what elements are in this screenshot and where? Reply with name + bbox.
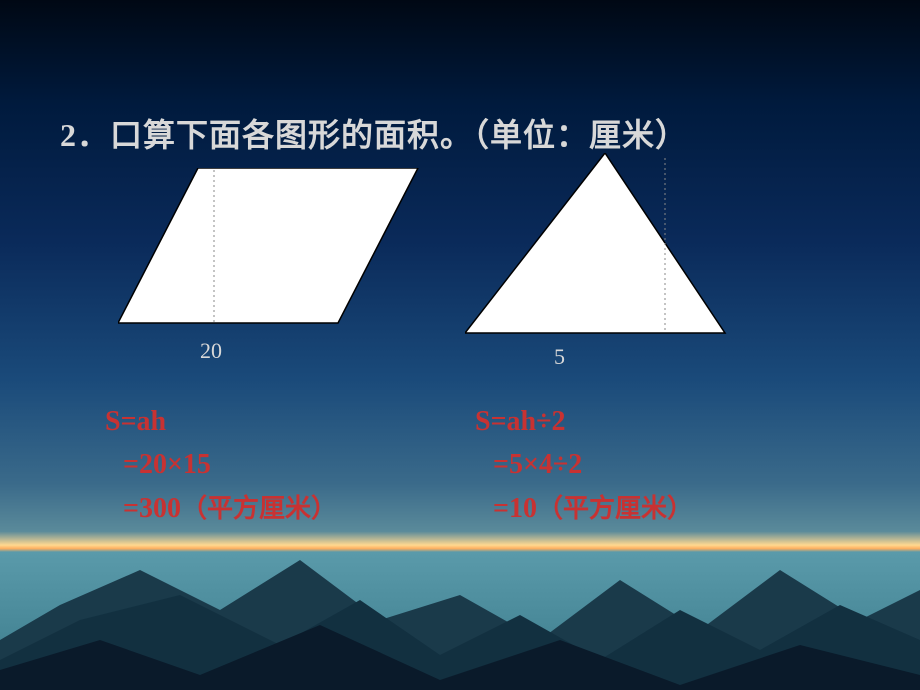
parallelogram-poly <box>118 168 418 323</box>
parallelogram-shape <box>118 168 428 328</box>
formula-left-line2: =20×15 <box>105 443 337 486</box>
formula-right-line2: =5×4÷2 <box>475 443 693 486</box>
formula-right-line1: S=ah÷2 <box>475 400 693 443</box>
triangle-poly <box>465 153 725 333</box>
triangle-base-label: 5 <box>554 344 565 370</box>
question-title: 2．口算下面各图形的面积。（单位：厘米） <box>60 110 688 156</box>
formula-left-line1: S=ah <box>105 400 337 443</box>
shapes-container <box>0 168 920 348</box>
triangle-shape <box>465 153 735 338</box>
mountains-silhouette <box>0 510 920 690</box>
parallelogram-base-label: 20 <box>200 338 222 364</box>
